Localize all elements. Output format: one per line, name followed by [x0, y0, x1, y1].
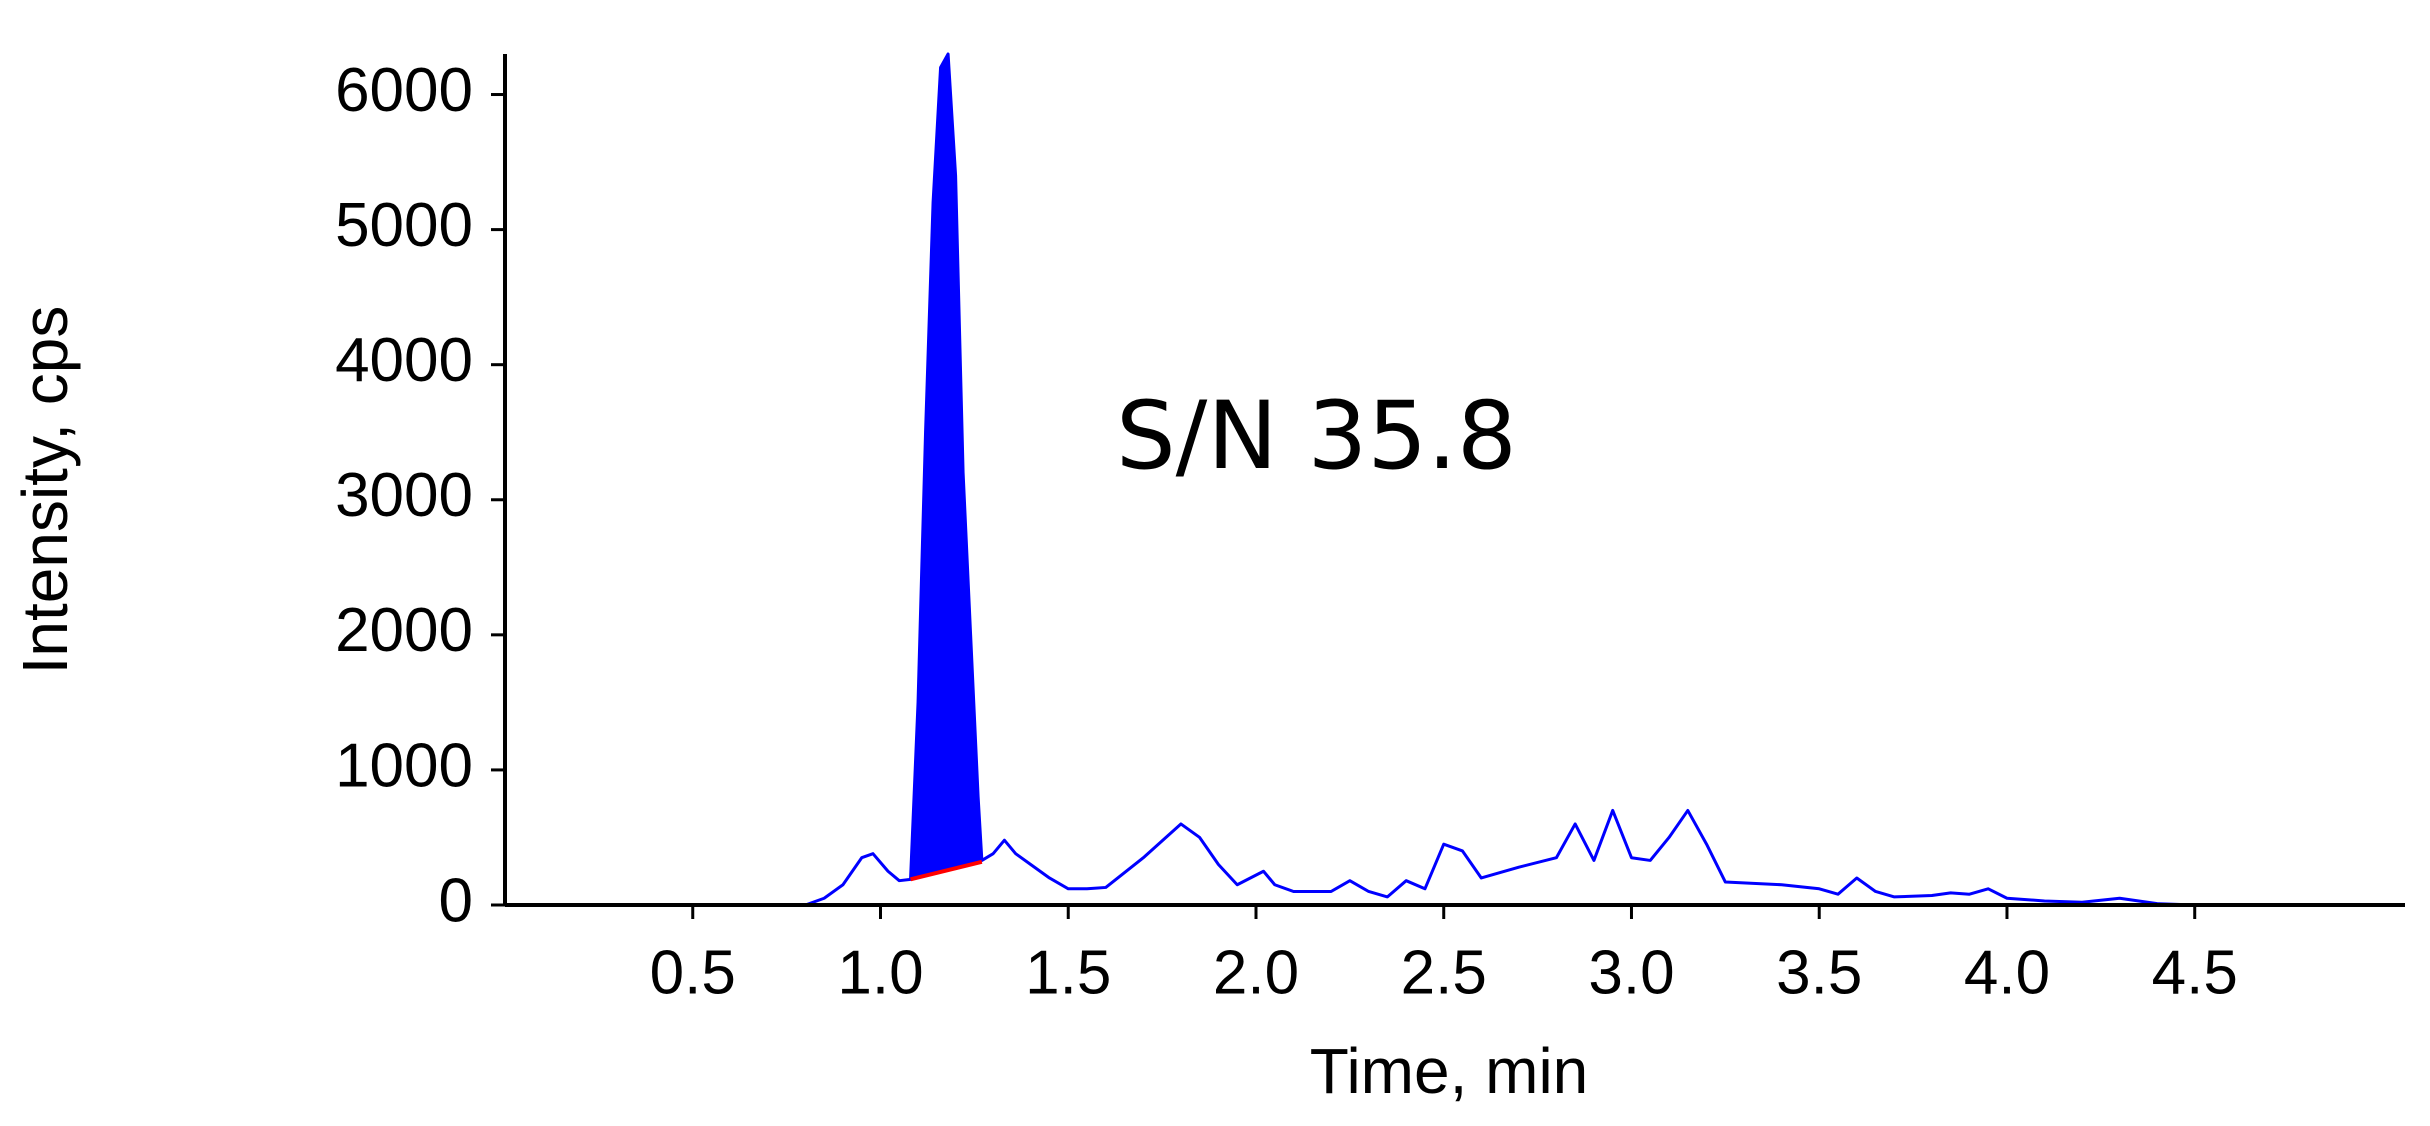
x-tick-label: 4.0: [1964, 938, 2050, 1007]
x-tick-label: 2.5: [1401, 938, 1487, 1007]
y-tick-label: 4000: [335, 326, 473, 395]
annotation: S/N 35.8: [1116, 382, 1517, 491]
y-tick-label: 1000: [335, 731, 473, 800]
x-axis-label: Time, min: [1310, 1035, 1589, 1107]
y-tick-label: 0: [439, 866, 473, 935]
y-tick-label: 3000: [335, 461, 473, 530]
trace-line: [505, 52, 2405, 907]
x-tick-label: 2.0: [1213, 938, 1299, 1007]
x-tick-label: 3.5: [1776, 938, 1862, 1007]
y-tick-label: 5000: [335, 191, 473, 260]
y-tick-label: 6000: [335, 56, 473, 125]
x-tick-label: 0.5: [650, 938, 736, 1007]
y-axis-label: Intensity, cps: [9, 306, 81, 675]
x-tick-label: 3.0: [1588, 938, 1674, 1007]
x-tick-label: 1.0: [837, 938, 923, 1007]
y-tick-label: 2000: [335, 596, 473, 665]
peak-baseline: [910, 859, 983, 882]
peak-area: [910, 54, 982, 880]
x-tick-label: 4.5: [2152, 938, 2238, 1007]
x-tick-label: 1.5: [1025, 938, 1111, 1007]
